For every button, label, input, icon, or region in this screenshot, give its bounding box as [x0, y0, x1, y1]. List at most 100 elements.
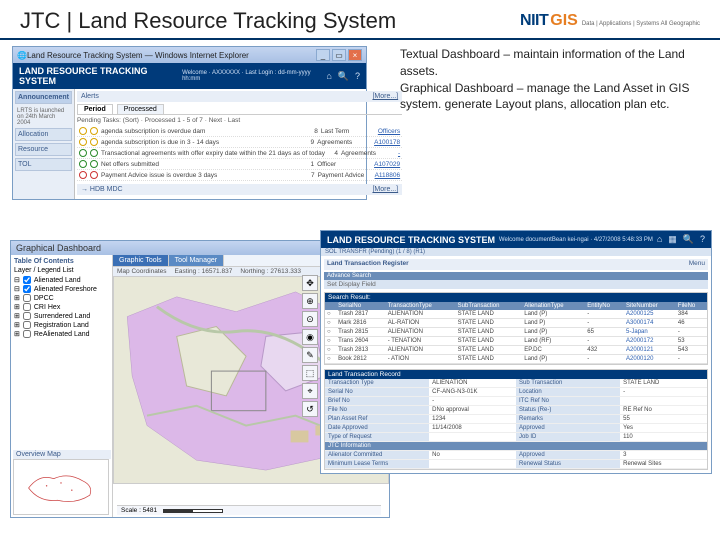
tab-graphic-tools[interactable]: Graphic Tools: [113, 255, 169, 266]
task-link[interactable]: A118806: [375, 172, 401, 179]
cell: ○: [325, 355, 336, 364]
table-row[interactable]: ○Trash 2813ALIENATIONSTATE LANDEP.DC432A…: [325, 346, 707, 355]
layer-checkbox[interactable]: [23, 321, 31, 329]
expand-icon[interactable]: ⊟: [14, 285, 20, 293]
expand-icon[interactable]: ⊞: [14, 294, 20, 302]
layer-checkbox[interactable]: [23, 294, 31, 302]
expand-icon[interactable]: ⊞: [14, 303, 20, 311]
cell: ALIENATION: [386, 346, 456, 355]
expand-icon[interactable]: ⊞: [14, 321, 20, 329]
task-row[interactable]: agenda subscription is due in 3 - 14 day…: [77, 137, 402, 148]
map-tool-button[interactable]: ✎: [302, 347, 318, 363]
home-icon[interactable]: ⌂: [326, 71, 331, 82]
field-label: Location: [516, 388, 620, 397]
sidebar-item-tol[interactable]: TOL: [15, 158, 72, 171]
search-icon[interactable]: 🔍: [338, 71, 349, 82]
map-tool-button[interactable]: ⊕: [302, 293, 318, 309]
home-icon[interactable]: ⌂: [657, 234, 662, 245]
close-button[interactable]: ×: [348, 49, 362, 61]
sidebar-item-resource[interactable]: Resource: [15, 143, 72, 156]
tab-period[interactable]: Period: [77, 104, 113, 114]
field-label: Job ID: [516, 433, 620, 442]
layer-checkbox[interactable]: [23, 312, 31, 320]
column-header[interactable]: AlienationType: [522, 302, 585, 310]
cell: Trash 2815: [336, 328, 386, 337]
ie-window-title: Land Resource Tracking System — Windows …: [27, 51, 316, 60]
field-value: 3: [620, 451, 707, 460]
task-link[interactable]: A100178: [374, 139, 400, 146]
expand-icon[interactable]: ⊞: [14, 312, 20, 320]
tab-processed[interactable]: Processed: [117, 104, 164, 114]
table-row[interactable]: ○Mark 2816AL-RATIONSTATE LANDLand P)-A30…: [325, 319, 707, 328]
task-row[interactable]: agenda subscription is overdue dam 8 Las…: [77, 126, 402, 137]
layer-item[interactable]: ⊟Alienated Foreshore: [14, 285, 109, 293]
field-value: -: [620, 388, 707, 397]
table-row[interactable]: ○Trans 2604- TENATIONSTATE LANDLand (RF)…: [325, 337, 707, 346]
ie-titlebar[interactable]: 🌐 Land Resource Tracking System — Window…: [13, 47, 366, 63]
cell: STATE LAND: [456, 310, 523, 319]
task-row[interactable]: Payment Advice issue is overdue 3 days 7…: [77, 170, 402, 181]
welcome-text-2: Welcome documentBean kei-ngai · 4/27/200…: [499, 237, 653, 243]
task-link[interactable]: -: [398, 150, 400, 157]
map-tool-button[interactable]: ✥: [302, 275, 318, 291]
layer-item[interactable]: ⊞DPCC: [14, 294, 109, 302]
help-icon[interactable]: ?: [700, 234, 705, 245]
column-header[interactable]: SubTransaction: [456, 302, 523, 310]
layer-item[interactable]: ⊞Surrendered Land: [14, 312, 109, 320]
task-row[interactable]: Transactional agreements with offer expi…: [77, 148, 402, 159]
task-link[interactable]: A107029: [374, 161, 400, 168]
expand-icon[interactable]: ⊟: [14, 276, 20, 284]
column-header[interactable]: FileNo: [676, 302, 707, 310]
table-row[interactable]: ○Trash 2815ALIENATIONSTATE LANDLand (P)6…: [325, 328, 707, 337]
hdb-more-link[interactable]: [More...]: [372, 186, 398, 193]
column-header[interactable]: SerialNo: [336, 302, 386, 310]
layer-item[interactable]: ⊞CRI Hex: [14, 303, 109, 311]
column-header[interactable]: TransactionType: [386, 302, 456, 310]
map-tool-button[interactable]: ⌖: [302, 383, 318, 399]
gis-icon[interactable]: ▦: [668, 234, 677, 245]
tab-tool-manager[interactable]: Tool Manager: [169, 255, 224, 266]
table-row[interactable]: ○Trash 2817ALIENATIONSTATE LANDLand (P)-…: [325, 310, 707, 319]
layer-item[interactable]: ⊞ ReAlienated Land: [14, 330, 109, 338]
sidebar-item-announcement[interactable]: Announcement: [15, 91, 72, 104]
layer-checkbox[interactable]: [23, 285, 31, 293]
field-value: -: [429, 397, 516, 406]
task-link[interactable]: Officers: [378, 128, 400, 135]
menu-link[interactable]: Menu: [689, 260, 705, 269]
layer-label: Alienated Land: [34, 277, 81, 284]
column-header[interactable]: SiteNumber: [624, 302, 676, 310]
map-tool-button[interactable]: ⊙: [302, 311, 318, 327]
map-tool-button[interactable]: ↺: [302, 401, 318, 417]
coord-label: Map Coordinates: [117, 268, 167, 275]
sidebar-item-allocation[interactable]: Allocation: [15, 128, 72, 141]
ie-favicon-icon: 🌐: [17, 51, 27, 60]
expand-icon[interactable]: ⊞: [14, 330, 20, 338]
help-icon[interactable]: ?: [355, 71, 360, 82]
field-label: ITC Ref No: [516, 397, 620, 406]
layer-checkbox[interactable]: [23, 303, 31, 311]
status-icon: [90, 171, 98, 179]
alerts-more-link[interactable]: [More...]: [372, 93, 398, 100]
map-tool-button[interactable]: ⬚: [302, 365, 318, 381]
field-label: Status (Re-): [516, 406, 620, 415]
maximize-button[interactable]: ▭: [332, 49, 346, 61]
column-header[interactable]: [325, 302, 336, 310]
minimize-button[interactable]: _: [316, 49, 330, 61]
layer-checkbox[interactable]: [23, 330, 31, 338]
set-display-field[interactable]: Set Display Field: [324, 280, 708, 289]
logo: NIIT GIS Data | Applications | Systems A…: [520, 12, 700, 30]
overview-map[interactable]: [13, 459, 109, 515]
advance-search-bar[interactable]: Advance Search: [324, 272, 708, 280]
cell: STATE LAND: [456, 346, 523, 355]
search-icon[interactable]: 🔍: [683, 234, 694, 245]
cell: Book 2812: [336, 355, 386, 364]
layer-label: ReAlienated Land: [34, 331, 90, 338]
layer-item[interactable]: ⊞Registration Land: [14, 321, 109, 329]
column-header[interactable]: EntityNo: [585, 302, 624, 310]
layer-checkbox[interactable]: [23, 276, 31, 284]
table-row[interactable]: ○Book 2812- ATIONSTATE LANDLand (P)-A200…: [325, 355, 707, 364]
map-tool-button[interactable]: ◉: [302, 329, 318, 345]
task-row[interactable]: Net offers submitted 1 Officer A107029: [77, 159, 402, 170]
task-stage: Officer: [317, 161, 371, 168]
layer-item[interactable]: ⊟ Alienated Land: [14, 276, 109, 284]
